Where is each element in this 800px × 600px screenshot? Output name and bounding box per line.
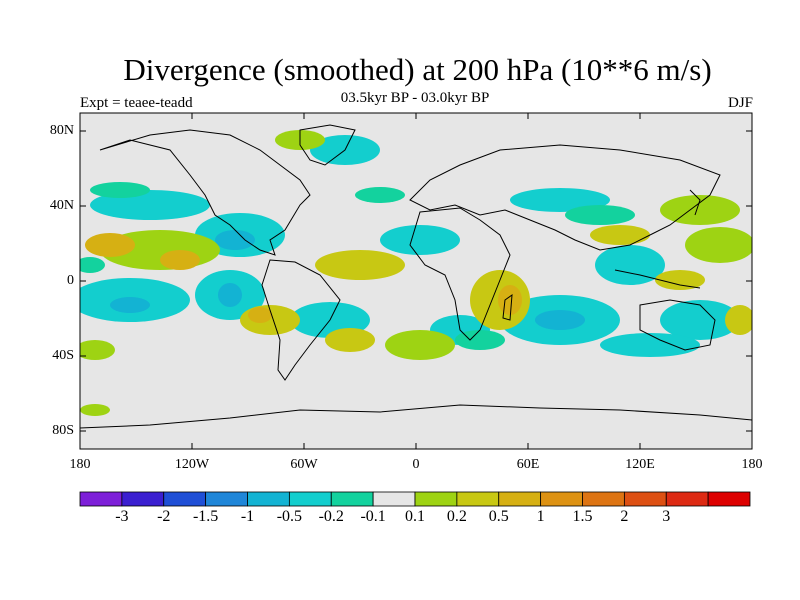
- x-tick-label: 180: [69, 457, 91, 472]
- colorbar-swatch: [707, 491, 751, 507]
- x-tick-label: 60W: [290, 457, 318, 472]
- colorbar-label: 3: [662, 508, 671, 525]
- colorbar-label: -0.5: [276, 508, 303, 525]
- colorbar-swatch: [582, 491, 625, 507]
- colorbar-label: -1.5: [192, 508, 219, 525]
- season-label: DJF: [727, 95, 753, 111]
- colorbar-label: 0.2: [446, 508, 467, 525]
- y-tick-label: 80S: [52, 423, 74, 438]
- colorbar-label: -3: [115, 508, 129, 525]
- chart-subtitle: 03.5kyr BP - 03.0kyr BP: [340, 90, 490, 106]
- colorbar-swatch: [372, 491, 416, 507]
- colorbar-swatch: [163, 491, 207, 507]
- colorbar-swatch: [121, 491, 165, 507]
- colorbar-swatch: [205, 491, 248, 507]
- y-tick-label: 40S: [52, 348, 74, 363]
- y-tick-label: 40N: [49, 198, 74, 213]
- coastlines: [80, 124, 752, 429]
- colorbar-swatch: [623, 491, 667, 507]
- colorbar-swatch: [456, 491, 500, 507]
- colorbar-label: -1: [240, 508, 255, 525]
- y-tick-label: 0: [67, 273, 74, 288]
- colorbar-swatch: [665, 491, 709, 507]
- x-tick-label: 60E: [516, 457, 540, 472]
- colorbar-label: 1.5: [572, 508, 593, 525]
- axis-ticks: [79, 113, 753, 449]
- colorbar-swatch: [540, 491, 583, 507]
- colorbar-swatch: [247, 491, 290, 507]
- colorbar-label: 0.1: [405, 508, 425, 525]
- colorbar-swatch: [79, 491, 123, 507]
- colorbar-label: -0.1: [360, 508, 386, 525]
- x-tick-label: 180: [741, 457, 763, 472]
- colorbar: [79, 491, 751, 507]
- chart-title: Divergence (smoothed) at 200 hPa (10**6 …: [123, 52, 712, 87]
- x-tick-label: 0: [412, 457, 420, 472]
- colorbar-swatch: [498, 491, 542, 507]
- colorbar-swatch: [414, 491, 458, 507]
- x-tick-label: 120W: [174, 457, 210, 472]
- y-tick-label: 80N: [49, 123, 74, 138]
- colorbar-label: -0.2: [318, 508, 344, 525]
- colorbar-label: 0.5: [488, 508, 509, 525]
- colorbar-label: 2: [620, 508, 629, 525]
- colorbar-label: 1: [536, 508, 545, 525]
- experiment-label: Expt = teaee-teadd: [80, 95, 193, 111]
- colorbar-swatch: [288, 491, 332, 507]
- x-tick-label: 120E: [625, 457, 655, 472]
- colorbar-label: -2: [157, 508, 171, 525]
- colorbar-swatch: [330, 491, 374, 507]
